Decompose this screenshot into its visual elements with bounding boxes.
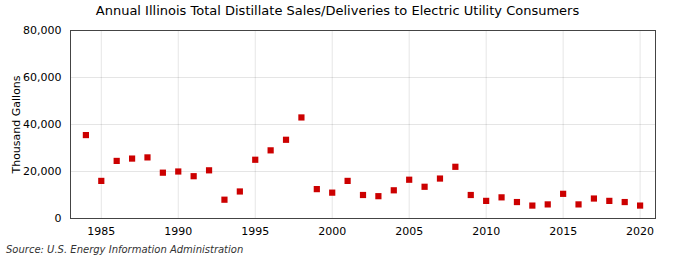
- svg-text:0: 0: [55, 212, 62, 225]
- svg-text:2015: 2015: [549, 225, 577, 238]
- svg-text:2020: 2020: [626, 225, 654, 238]
- svg-text:40,000: 40,000: [23, 118, 62, 131]
- svg-text:2000: 2000: [318, 225, 346, 238]
- svg-text:60,000: 60,000: [23, 71, 62, 84]
- svg-text:Thousand Gallons: Thousand Gallons: [10, 75, 23, 174]
- svg-text:2010: 2010: [472, 225, 500, 238]
- svg-text:20,000: 20,000: [23, 165, 62, 178]
- svg-text:1995: 1995: [241, 225, 269, 238]
- html-text:Source: U.S. Energy Informatio: Source: U.S. Energy Information Administ…: [6, 244, 244, 255]
- svg-text:1990: 1990: [164, 225, 192, 238]
- svg-text:1985: 1985: [87, 225, 115, 238]
- svg-text:80,000: 80,000: [23, 24, 62, 37]
- html-text:Annual Illinois Total Distilla: Annual Illinois Total Distillate Sales/D…: [95, 3, 580, 18]
- svg-text:2005: 2005: [395, 225, 423, 238]
